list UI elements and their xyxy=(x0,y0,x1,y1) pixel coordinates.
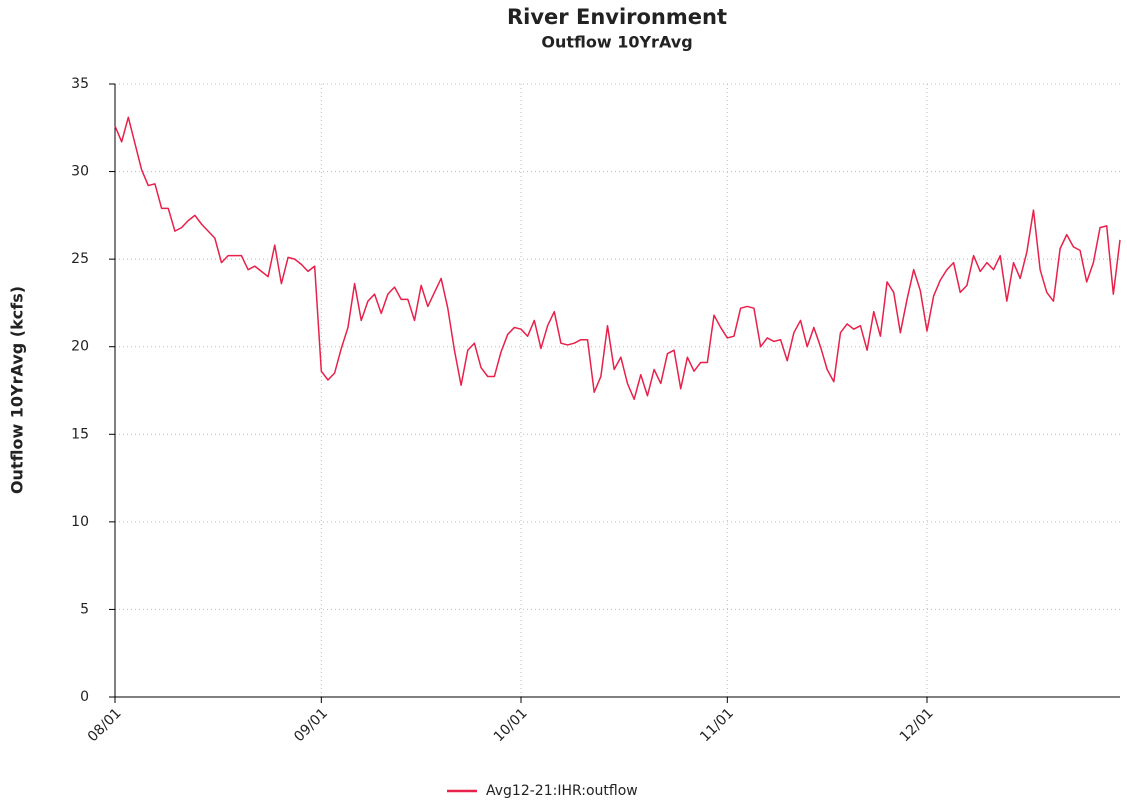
y-tick-label: 30 xyxy=(71,164,89,180)
data-line xyxy=(114,116,1121,401)
chart-subtitle: Outflow 10YrAvg xyxy=(541,33,692,52)
y-tick-label: 5 xyxy=(80,601,89,617)
y-tick-label: 10 xyxy=(71,514,89,530)
y-axis-label: Outflow 10YrAvg (kcfs) xyxy=(8,286,27,494)
y-tick-label: 20 xyxy=(71,339,89,355)
chart-title: River Environment xyxy=(507,5,727,29)
legend-label: Avg12-21:IHR:outflow xyxy=(486,783,638,799)
y-tick-label: 15 xyxy=(71,426,89,442)
y-tick-label: 35 xyxy=(71,76,89,92)
y-tick-label: 25 xyxy=(71,251,89,267)
y-tick-label: 0 xyxy=(80,689,89,705)
